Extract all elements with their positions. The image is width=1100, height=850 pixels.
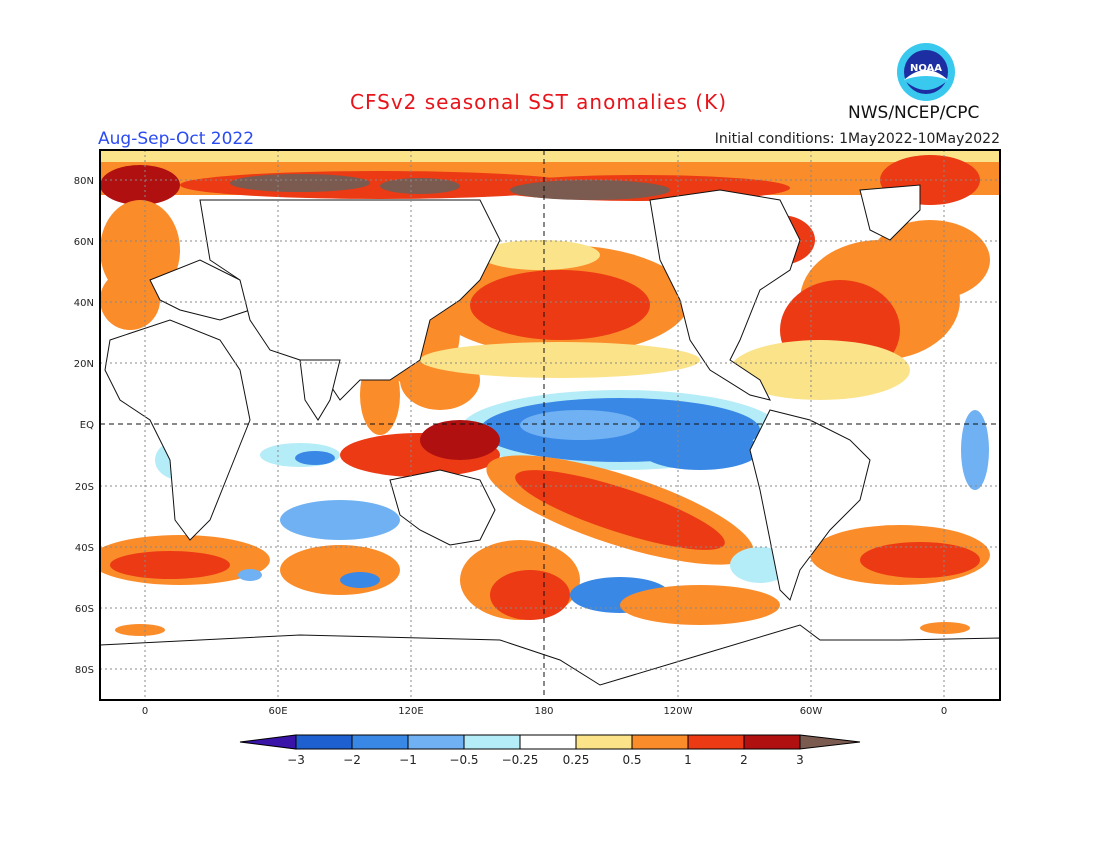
colorbar-swatch [631,734,689,750]
colorbar-swatch [463,734,521,750]
initial-conditions-label: Initial conditions: 1May2022-10May2022 [714,131,1000,147]
organization-label: NWS/NCEP/CPC [848,103,980,123]
graticule [100,150,1000,700]
lon-label: 180 [534,706,553,717]
lat-label: 80N [74,176,94,187]
lat-label: 60N [74,237,94,248]
colorbar-swatch [575,734,633,750]
colorbar-label: 3 [796,753,804,767]
anomaly-field [100,150,1000,700]
colorbar-label: −0.25 [502,753,539,767]
lat-axis: 80N 60N 40N 20N EQ 20S 40S 60S 80S [74,176,94,676]
colorbar-left-arrow [239,734,297,750]
lon-label: 0 [142,706,148,717]
colorbar-swatch [295,734,353,750]
lat-label: 20S [75,482,94,493]
colorbar-label: 0.5 [622,753,641,767]
lat-label: 80S [75,665,94,676]
colorbar-label: 1 [684,753,692,767]
lat-label: 40S [75,543,94,554]
colorbar-label: −0.5 [449,753,478,767]
colorbar-swatch [351,734,409,750]
lat-label: EQ [80,420,94,431]
equator-dateline [100,150,1000,700]
lat-label: 40N [74,298,94,309]
lat-label: 20N [74,359,94,370]
colorbar-label: −3 [287,753,305,767]
colorbar-right-arrow [799,734,861,750]
colorbar-swatch [743,734,801,750]
lat-label: 60S [75,604,94,615]
colorbar-swatch [687,734,745,750]
land-masses [100,184,1000,700]
colorbar-label: −1 [399,753,417,767]
lon-label: 60E [268,706,287,717]
colorbar-swatch [519,734,577,750]
lon-label: 120W [664,706,693,717]
color-bar [239,734,861,750]
noaa-logo: NOAA [896,42,956,102]
svg-text:NOAA: NOAA [910,63,942,74]
colorbar-labels: −3 −2 −1 −0.5 −0.25 0.25 0.5 1 2 3 [287,753,804,767]
lon-label: 120E [398,706,423,717]
season-label: Aug-Sep-Oct 2022 [98,129,255,149]
colorbar-label: 2 [740,753,748,767]
lon-label: 0 [941,706,947,717]
colorbar-swatch [407,734,465,750]
map-title: CFSv2 seasonal SST anomalies (K) [350,90,727,114]
lon-label: 60W [800,706,823,717]
colorbar-label: −2 [343,753,361,767]
colorbar-label: 0.25 [563,753,590,767]
lon-axis: 0 60E 120E 180 120W 60W 0 [142,706,947,717]
map-frame [99,149,1001,701]
